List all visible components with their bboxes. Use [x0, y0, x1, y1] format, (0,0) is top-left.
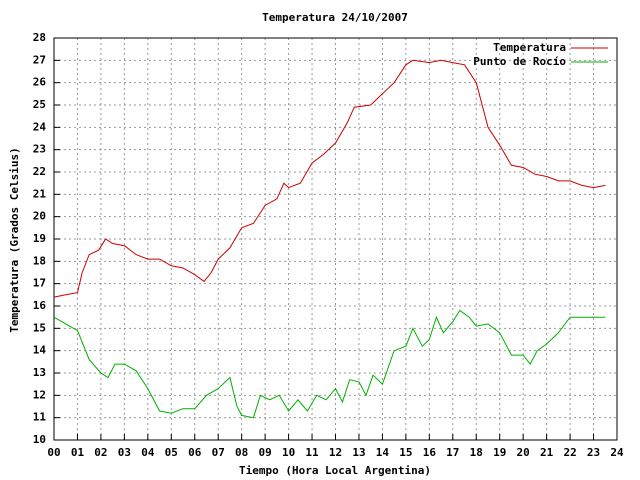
y-tick-label: 24 [33, 120, 47, 133]
x-tick-label: 17 [446, 446, 459, 459]
y-tick-label: 22 [33, 165, 46, 178]
x-tick-label: 21 [540, 446, 554, 459]
y-tick-label: 14 [33, 344, 47, 357]
y-tick-label: 19 [33, 232, 46, 245]
x-tick-label: 16 [423, 446, 437, 459]
x-tick-label: 04 [141, 446, 155, 459]
x-tick-label: 06 [188, 446, 202, 459]
data-line [53, 309, 606, 419]
x-axis-label: Tiempo (Hora Local Argentina) [239, 464, 431, 477]
x-tick-label: 08 [235, 446, 248, 459]
x-tick-label: 09 [259, 446, 272, 459]
plot-border [53, 37, 618, 441]
data-line [53, 59, 606, 298]
x-tick-label: 01 [71, 446, 85, 459]
y-tick-label: 27 [33, 53, 46, 66]
x-tick-label: 15 [399, 446, 412, 459]
x-tick-label: 19 [493, 446, 506, 459]
x-tick-label: 02 [94, 446, 107, 459]
y-tick-label: 13 [33, 366, 46, 379]
y-tick-label: 18 [33, 254, 46, 267]
y-tick-label: 23 [33, 143, 46, 156]
x-tick-label: 11 [305, 446, 319, 459]
y-axis-label: Temperatura (Grados Celsius) [8, 147, 21, 332]
x-tick-label: 05 [165, 446, 178, 459]
x-tick-label: 18 [470, 446, 483, 459]
y-tick-label: 21 [33, 187, 47, 200]
y-tick-label: 20 [33, 210, 46, 223]
y-tick-label: 12 [33, 388, 46, 401]
x-tick-label: 07 [212, 446, 225, 459]
legend-label: Temperatura [493, 41, 566, 54]
y-tick-label: 17 [33, 277, 46, 290]
x-tick-label: 24 [610, 446, 624, 459]
x-tick-label: 00 [47, 446, 60, 459]
y-tick-label: 11 [33, 411, 47, 424]
x-tick-label: 10 [282, 446, 295, 459]
x-tick-label: 20 [517, 446, 530, 459]
y-tick-label: 26 [33, 76, 47, 89]
x-tick-label: 23 [587, 446, 600, 459]
y-tick-label: 10 [33, 433, 46, 446]
y-tick-label: 15 [33, 321, 46, 334]
x-tick-label: 13 [352, 446, 365, 459]
y-tick-label: 25 [33, 98, 46, 111]
legend-label: Punto de Rocío [473, 55, 566, 68]
chart-title: Temperatura 24/10/2007 [262, 11, 408, 24]
x-tick-label: 12 [329, 446, 342, 459]
x-tick-label: 22 [563, 446, 576, 459]
y-tick-label: 28 [33, 31, 46, 44]
y-tick-label: 16 [33, 299, 47, 312]
x-tick-label: 03 [118, 446, 131, 459]
x-tick-label: 14 [376, 446, 390, 459]
